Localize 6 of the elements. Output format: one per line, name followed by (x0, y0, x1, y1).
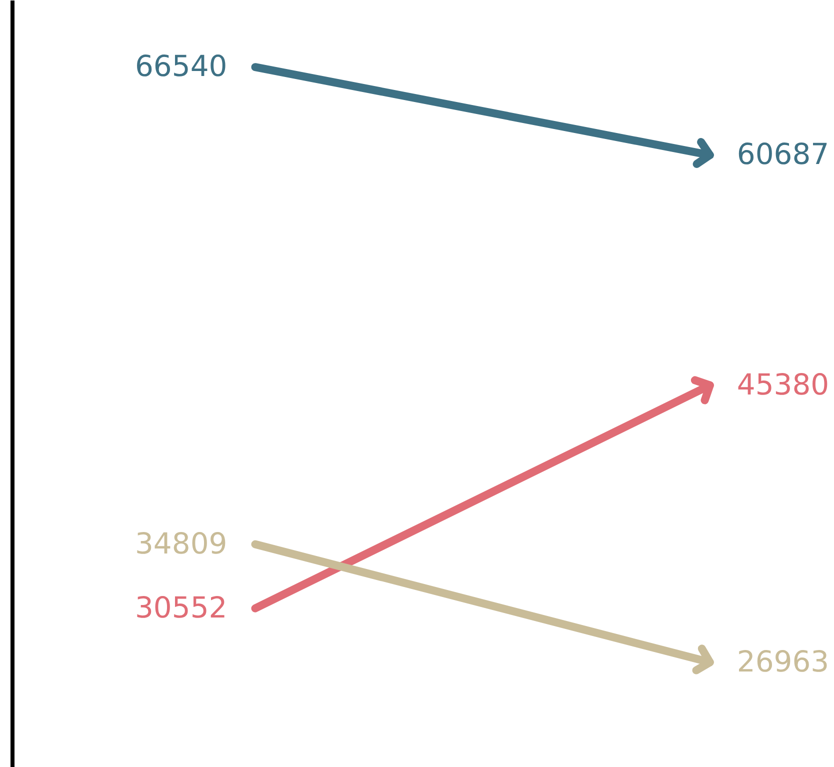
data-label: 26963 (736, 644, 830, 678)
data-label: 66540 (134, 49, 228, 84)
data-label: 30552 (134, 590, 228, 624)
data-label: 45380 (736, 367, 830, 402)
data-label: 34809 (134, 526, 228, 560)
data-label: 60687 (736, 137, 830, 172)
